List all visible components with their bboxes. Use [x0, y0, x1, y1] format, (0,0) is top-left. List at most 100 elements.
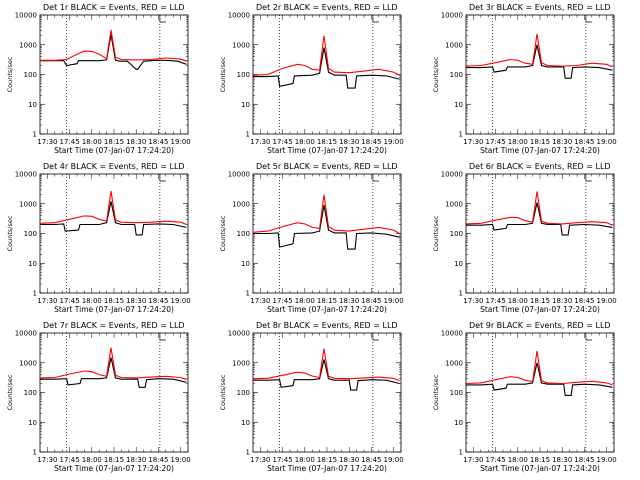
x-tick-label: 18:15 — [530, 297, 550, 305]
y-tick-label: 100 — [24, 230, 37, 238]
detector-panel: Det 5r BLACK = Events, RED = LLD 1 10 100 10… — [219, 162, 404, 314]
x-tick-label: 17:45 — [273, 456, 293, 464]
x-tick-label: 18:00 — [508, 297, 528, 305]
x-tick-label: 17:30 — [463, 456, 483, 464]
x-tick-label: 17:45 — [486, 297, 506, 305]
x-tick-label: 18:30 — [126, 297, 146, 305]
y-tick-label: 1000 — [232, 200, 250, 208]
x-tick-label: 18:15 — [317, 297, 337, 305]
x-tick-label: 17:30 — [250, 456, 270, 464]
panel-title: Det 5r BLACK = Events, RED = LLD — [256, 162, 398, 171]
x-tick-label: 17:45 — [486, 456, 506, 464]
events-series-line — [40, 34, 187, 70]
y-tick-label: 10000 — [228, 12, 250, 20]
plot-frame — [465, 332, 615, 453]
x-tick-label: 19:00 — [384, 297, 404, 305]
y-tick-label: 1000 — [232, 41, 250, 49]
x-tick-label: 18:15 — [317, 138, 337, 146]
lld-series-line — [40, 30, 187, 62]
detector-panel: Det 8r BLACK = Events, RED = LLD 1 10 100 10… — [219, 321, 404, 473]
x-tick-label: 18:15 — [530, 138, 550, 146]
x-tick-label: 18:30 — [552, 456, 572, 464]
events-series-line — [253, 47, 400, 89]
x-tick-label: 17:30 — [37, 138, 57, 146]
x-tick-label: 18:30 — [339, 297, 359, 305]
x-tick-label: 18:45 — [361, 138, 381, 146]
detector-panel: Det 2r BLACK = Events, RED = LLD 1 10 100 10… — [219, 3, 404, 155]
y-tick-label: 10000 — [15, 330, 37, 338]
y-tick-label: 10 — [241, 260, 250, 268]
x-tick-label: 18:00 — [82, 456, 102, 464]
x-tick-label: 18:15 — [104, 297, 124, 305]
detector-panel: Det 7r BLACK = Events, RED = LLD 1 10 100 10… — [6, 321, 191, 473]
x-tick-label: 17:30 — [37, 297, 57, 305]
interval-marker — [159, 333, 166, 341]
y-tick-label: 10000 — [15, 12, 37, 20]
y-axis-title: Counts/sec — [219, 56, 227, 92]
y-tick-label: 1 — [459, 290, 463, 298]
y-tick-label: 1 — [459, 449, 463, 457]
x-tick-label: 17:45 — [60, 138, 80, 146]
y-tick-label: 1 — [246, 449, 250, 457]
x-axis-title: Start Time (07-Jan-07 17:24:20) — [267, 464, 387, 473]
y-tick-label: 1000 — [19, 200, 37, 208]
x-tick-label: 17:30 — [250, 138, 270, 146]
lld-series-line — [465, 33, 613, 68]
y-tick-label: 10000 — [228, 171, 250, 179]
panel-title: Det 8r BLACK = Events, RED = LLD — [256, 321, 398, 330]
y-tick-label: 10000 — [441, 171, 463, 179]
x-tick-label: 18:45 — [148, 138, 168, 146]
y-tick-label: 10000 — [228, 330, 250, 338]
lld-series-line — [39, 190, 187, 226]
x-tick-label: 19:00 — [171, 138, 191, 146]
x-tick-label: 17:45 — [486, 138, 506, 146]
y-tick-label: 10000 — [441, 12, 463, 20]
x-tick-label: 18:00 — [508, 138, 528, 146]
y-tick-label: 10 — [454, 260, 463, 268]
y-tick-label: 10 — [241, 101, 250, 109]
x-tick-label: 18:45 — [361, 297, 381, 305]
x-tick-label: 18:15 — [104, 456, 124, 464]
interval-marker — [585, 333, 592, 341]
x-tick-label: 18:45 — [574, 138, 594, 146]
events-series-line — [253, 205, 400, 250]
interval-marker — [585, 174, 592, 182]
y-tick-label: 1000 — [445, 200, 463, 208]
x-tick-label: 17:45 — [273, 297, 293, 305]
y-tick-label: 1 — [459, 131, 463, 139]
x-tick-label: 18:30 — [552, 297, 572, 305]
x-tick-label: 18:00 — [82, 297, 102, 305]
panel-title: Det 1r BLACK = Events, RED = LLD — [43, 3, 185, 12]
x-axis-title: Start Time (07-Jan-07 17:24:20) — [54, 146, 174, 155]
y-axis-title: Counts/sec — [432, 374, 440, 410]
lld-series-line — [252, 348, 400, 382]
events-series-line — [253, 359, 400, 391]
panel-title: Det 4r BLACK = Events, RED = LLD — [43, 162, 185, 171]
x-tick-label: 18:00 — [295, 138, 315, 146]
y-axis-title: Counts/sec — [6, 56, 14, 92]
x-tick-label: 17:30 — [250, 297, 270, 305]
x-tick-label: 18:15 — [104, 138, 124, 146]
x-tick-label: 18:45 — [361, 456, 381, 464]
x-axis-title: Start Time (07-Jan-07 17:24:20) — [480, 464, 600, 473]
y-tick-label: 100 — [237, 389, 250, 397]
y-tick-label: 10 — [28, 419, 37, 427]
lld-series-line — [252, 35, 400, 76]
interval-marker — [159, 174, 166, 182]
x-axis-title: Start Time (07-Jan-07 17:24:20) — [480, 146, 600, 155]
y-tick-label: 1000 — [19, 41, 37, 49]
x-tick-label: 18:00 — [295, 456, 315, 464]
x-axis-title: Start Time (07-Jan-07 17:24:20) — [54, 305, 174, 314]
x-tick-label: 19:00 — [384, 456, 404, 464]
y-tick-label: 10 — [454, 101, 463, 109]
x-tick-label: 17:45 — [60, 297, 80, 305]
x-tick-label: 19:00 — [171, 456, 191, 464]
plot-frame — [252, 332, 402, 453]
x-tick-label: 17:30 — [37, 456, 57, 464]
y-tick-label: 1000 — [445, 41, 463, 49]
interval-marker — [372, 174, 379, 182]
y-tick-label: 1000 — [445, 359, 463, 367]
panel-title: Det 3r BLACK = Events, RED = LLD — [469, 3, 611, 12]
detector-panel: Det 3r BLACK = Events, RED = LLD 1 10 100 10… — [432, 3, 617, 155]
